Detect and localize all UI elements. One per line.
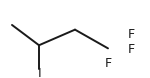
Text: F: F	[128, 28, 135, 41]
Text: F: F	[105, 57, 112, 70]
Text: F: F	[128, 43, 135, 56]
Text: I: I	[38, 67, 42, 78]
